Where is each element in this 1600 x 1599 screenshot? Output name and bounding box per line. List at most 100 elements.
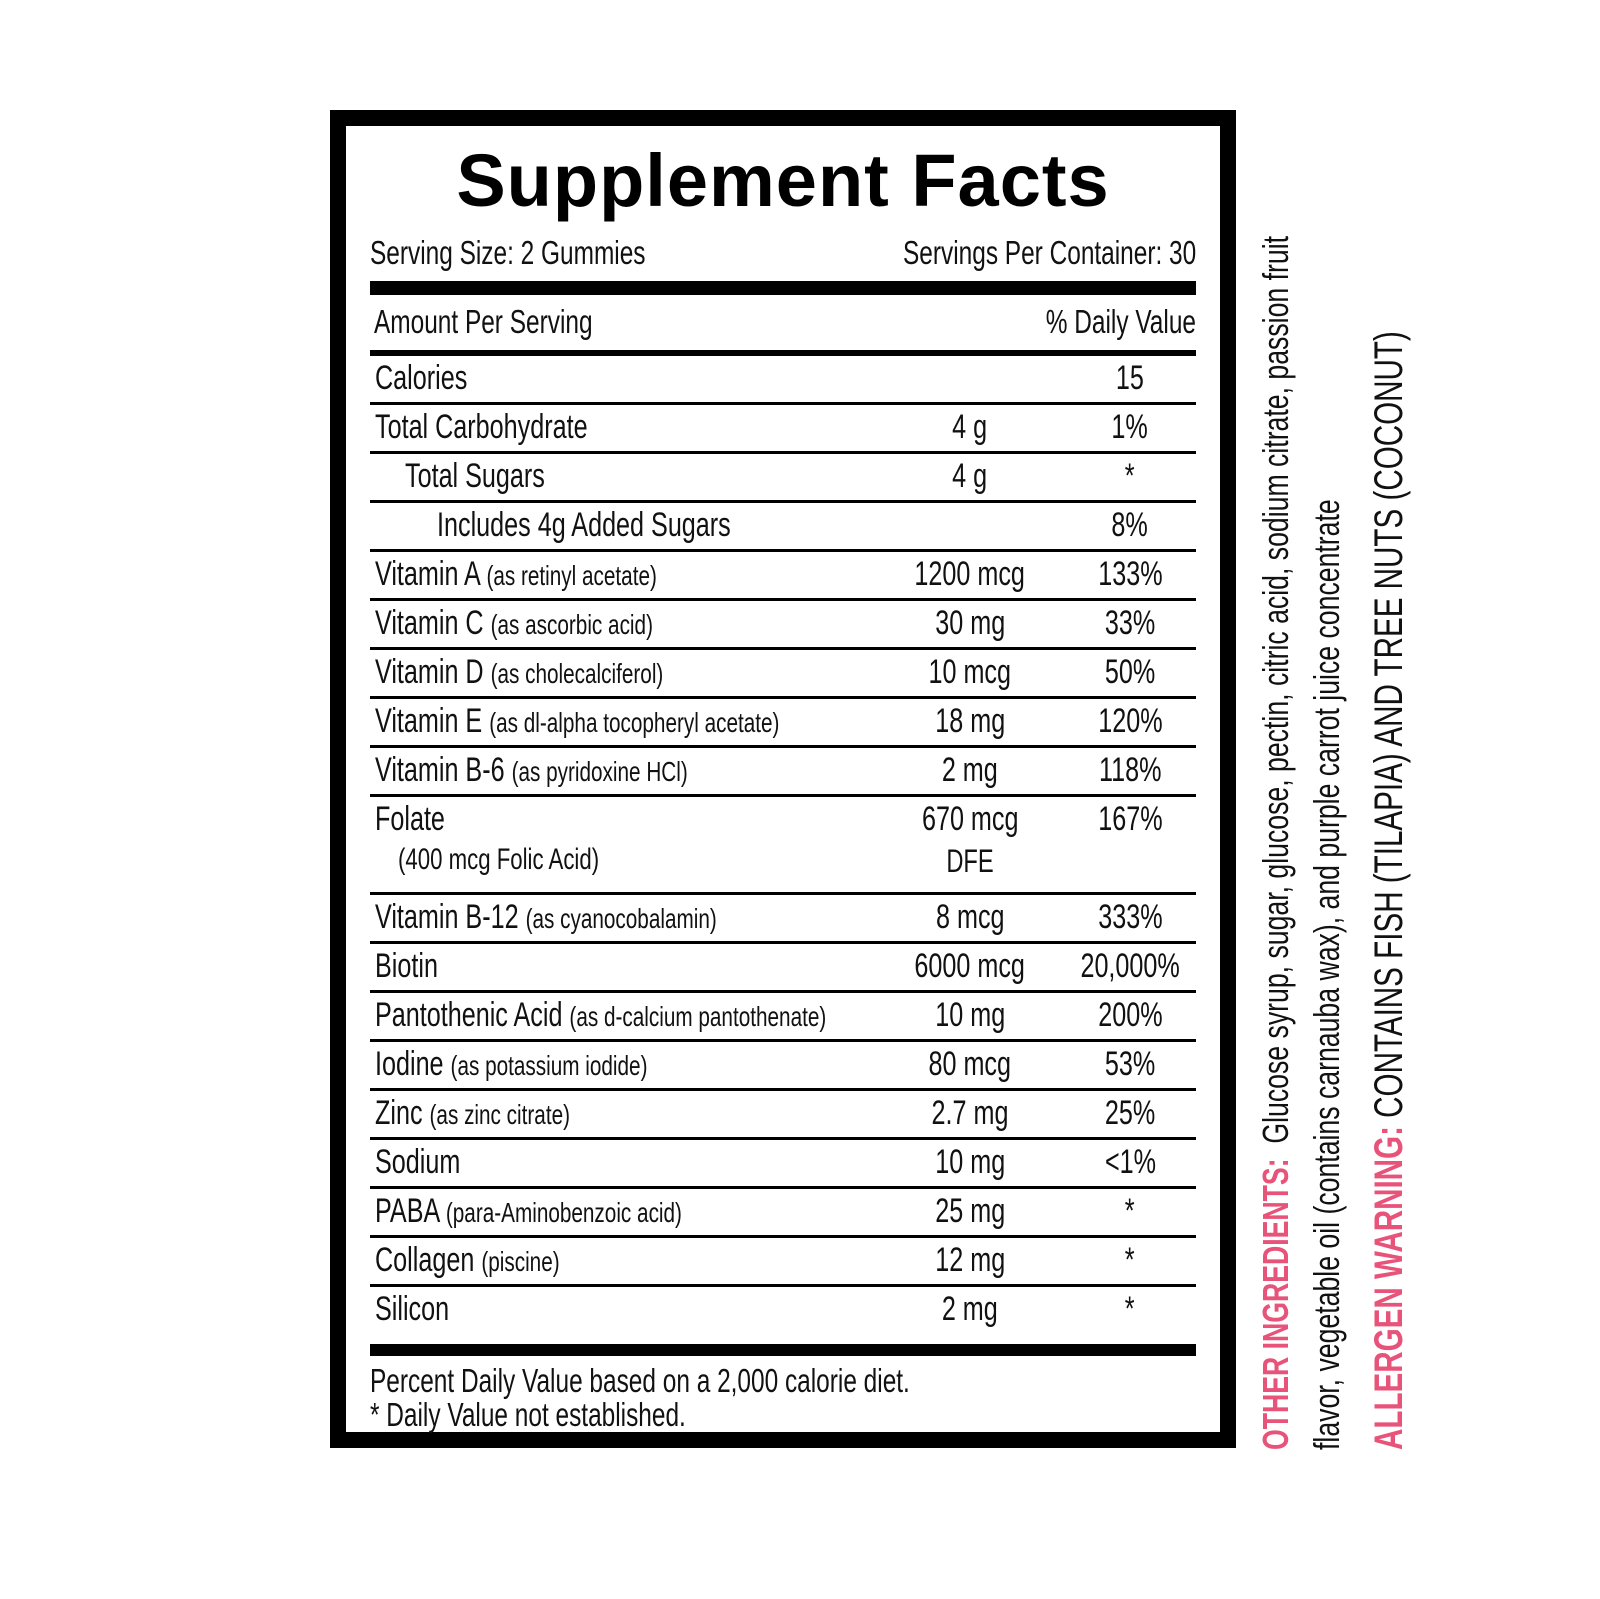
serving-size-text: Serving Size: 2 Gummies — [370, 234, 646, 271]
nutrient-label: Pantothenic Acid — [375, 996, 563, 1034]
nutrient-label: Biotin — [375, 947, 438, 985]
dv-text: 50% — [1104, 653, 1156, 691]
nutrient-row: Vitamin B-6 (as pyridoxine HCl) 2 mg 118% — [370, 748, 1196, 797]
amount-per-serving-header: Amount Per Serving — [374, 303, 669, 341]
nutrient-source: (as dl-alpha tocopheryl acetate) — [489, 707, 780, 738]
nutrient-row: Vitamin A (as retinyl acetate) 1200 mcg 13… — [370, 552, 1196, 601]
amount-text: 2.7 mg — [931, 1094, 1009, 1132]
nutrient-row: Includes 4g Added Sugars 8% — [370, 503, 1196, 552]
nutrient-name: Vitamin E (as dl-alpha tocopheryl acetat… — [375, 702, 922, 741]
nutrient-amount: 10 mg — [860, 996, 1080, 1035]
nutrient-label: Collagen — [375, 1241, 475, 1279]
nutrient-daily-value: 53% — [1060, 1045, 1200, 1084]
nutrient-row: Vitamin C (as ascorbic acid) 30 mg 33% — [370, 601, 1196, 650]
nutrient-name-text: Pantothenic Acid (as d-calcium pantothen… — [375, 996, 826, 1035]
nutrient-amount: 4 g — [860, 408, 1080, 447]
nutrient-daily-value: 167% — [1060, 800, 1200, 839]
nutrient-label: Sodium — [375, 1143, 461, 1181]
nutrient-daily-value: 8% — [1060, 506, 1200, 545]
nutrient-row: Pantothenic Acid (as d-calcium pantothen… — [370, 993, 1196, 1042]
nutrient-daily-value: 200% — [1060, 996, 1200, 1035]
nutrient-name: Includes 4g Added Sugars — [437, 506, 834, 545]
nutrient-name-text: Iodine (as potassium iodide) — [375, 1045, 647, 1084]
servings-per-container-text: Servings Per Container: 30 — [902, 234, 1196, 271]
amount-text: 10 mg — [935, 1143, 1005, 1181]
dv-text: 33% — [1104, 604, 1156, 642]
nutrient-name-text: Silicon — [375, 1290, 449, 1329]
nutrient-daily-value: 50% — [1060, 653, 1200, 692]
footnote-2: * Daily Value not established. — [370, 1396, 686, 1433]
nutrient-label: Silicon — [375, 1290, 450, 1328]
nutrient-name-text: PABA (para-Aminobenzoic acid) — [375, 1192, 682, 1231]
nutrient-amount: 8 mcg — [860, 898, 1080, 937]
nutrient-name-text: Includes 4g Added Sugars — [437, 506, 731, 545]
nutrient-daily-value: * — [1060, 1192, 1200, 1231]
amount-text: 25 mg — [935, 1192, 1005, 1230]
nutrient-daily-value: 120% — [1060, 702, 1200, 741]
nutrient-name: Biotin — [375, 947, 460, 986]
dv-header-text: % Daily Value — [1045, 303, 1196, 340]
dv-text: <1% — [1104, 1143, 1156, 1181]
nutrient-row: Vitamin E (as dl-alpha tocopheryl acetat… — [370, 699, 1196, 748]
other-ingredients-line-2: flavor, vegetable oil (contains carnauba… — [1301, 118, 1352, 1450]
footnote-not-established: * Daily Value not established. — [370, 1396, 797, 1434]
amount-text: 12 mg — [935, 1241, 1005, 1279]
nutrient-row: Vitamin D (as cholecalciferol) 10 mcg 50% — [370, 650, 1196, 699]
dv-text: 120% — [1097, 702, 1163, 740]
nutrient-name: Sodium — [375, 1143, 490, 1182]
dv-text: 15 — [1115, 359, 1144, 397]
nutrient-daily-value: 33% — [1060, 604, 1200, 643]
supplement-facts-panel: Supplement Facts Serving Size: 2 Gummies… — [330, 110, 1236, 1448]
nutrient-amount: 4 g — [860, 457, 1080, 496]
nutrient-note: (400 mcg Folic Acid) — [398, 843, 670, 877]
nutrient-row: Iodine (as potassium iodide) 80 mcg 53% — [370, 1042, 1196, 1091]
nutrient-label: Zinc — [375, 1094, 423, 1132]
dv-text: 118% — [1098, 751, 1162, 789]
other-ingredients-line-1: OTHER INGREDIENTS: Glucose syrup, sugar,… — [1250, 118, 1301, 1450]
nutrient-name: Iodine (as potassium iodide) — [375, 1045, 743, 1084]
amount-text: 2 mg — [942, 1290, 998, 1328]
nutrient-amount: 2 mg — [860, 1290, 1080, 1329]
bottom-divider — [370, 1344, 1196, 1356]
nutrient-row: Sodium 10 mg <1% — [370, 1140, 1196, 1189]
nutrient-row: Total Carbohydrate 4 g 1% — [370, 405, 1196, 454]
dv-text: * — [1125, 1192, 1135, 1230]
nutrient-source: (as potassium iodide) — [450, 1050, 648, 1081]
nutrient-label: Folate — [375, 800, 445, 838]
nutrient-row: Collagen (piscine) 12 mg * — [370, 1238, 1196, 1287]
nutrient-amount: 18 mg — [860, 702, 1080, 741]
amount-text: 6000 mcg — [914, 947, 1026, 985]
nutrient-source: (as retinyl acetate) — [486, 560, 657, 591]
amount-text: 670 mcg — [921, 800, 1019, 838]
amount-text: 18 mg — [935, 702, 1005, 740]
nutrient-amount: 25 mg — [860, 1192, 1080, 1231]
nutrient-label: Vitamin D — [375, 653, 484, 691]
nutrient-name: Vitamin B-12 (as cyanocobalamin) — [375, 898, 837, 937]
nutrient-name: Silicon — [375, 1290, 475, 1329]
dv-text: 200% — [1097, 996, 1163, 1034]
nutrient-name: Total Sugars — [405, 457, 594, 496]
nutrient-name: Folate — [375, 800, 470, 839]
nutrient-name: Total Carbohydrate — [375, 408, 662, 447]
nutrient-name: Zinc (as zinc citrate) — [375, 1094, 639, 1133]
serving-size: Serving Size: 2 Gummies — [370, 234, 742, 272]
nutrient-name-text: Folate — [375, 800, 445, 839]
nutrient-source: (as ascorbic acid) — [490, 609, 653, 640]
dv-text: 1% — [1111, 408, 1149, 446]
nutrient-label: Vitamin E — [375, 702, 483, 740]
dv-text: 133% — [1097, 555, 1163, 593]
nutrient-amount: 670 mcg — [860, 800, 1080, 839]
nutrient-label: Vitamin B-6 — [375, 751, 505, 789]
nutrient-label: Vitamin B-12 — [375, 898, 519, 936]
nutrient-row: Silicon 2 mg * — [370, 1287, 1196, 1341]
dv-text: * — [1125, 457, 1135, 495]
nutrient-label: Includes 4g Added Sugars — [437, 506, 731, 544]
nutrient-amount: 10 mg — [860, 1143, 1080, 1182]
other-ingredients-text-1: Glucose syrup, sugar, glucose, pectin, c… — [1255, 235, 1296, 1144]
nutrient-amount: 80 mcg — [860, 1045, 1080, 1084]
nutrient-label: Total Carbohydrate — [375, 408, 588, 446]
nutrient-name-text: Vitamin A (as retinyl acetate) — [375, 555, 657, 594]
nutrient-row: Calories 15 — [370, 356, 1196, 405]
nutrient-row: Vitamin B-12 (as cyanocobalamin) 8 mcg 333… — [370, 895, 1196, 944]
nutrient-name: Pantothenic Acid (as d-calcium pantothen… — [375, 996, 985, 1035]
